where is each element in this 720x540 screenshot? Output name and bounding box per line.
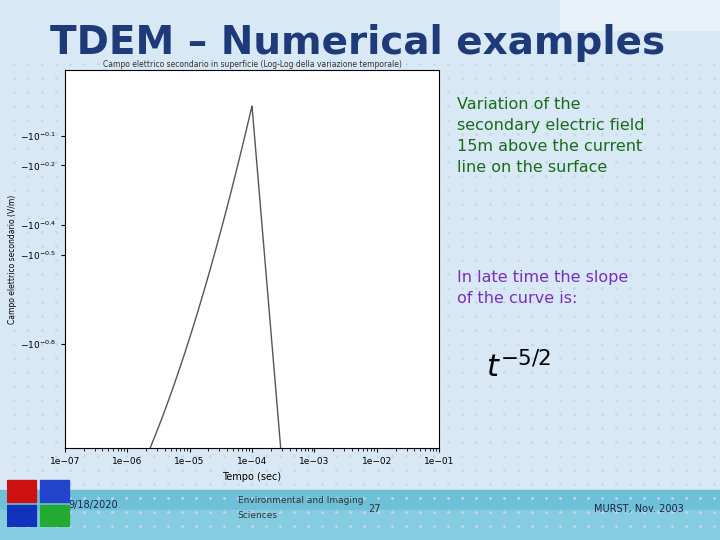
Y-axis label: Campo elettrico secondario (V/m): Campo elettrico secondario (V/m): [8, 194, 17, 324]
Text: 9/18/2020: 9/18/2020: [68, 500, 118, 510]
Bar: [7, 504, 36, 526]
Text: TDEM – Numerical examples: TDEM – Numerical examples: [50, 24, 665, 62]
Text: Sciences: Sciences: [238, 511, 278, 520]
Text: Variation of the
secondary electric field
15m above the current
line on the surf: Variation of the secondary electric fiel…: [457, 97, 644, 175]
Text: CR: CR: [14, 486, 29, 496]
Bar: [40, 504, 68, 526]
Text: MURST, Nov. 2003: MURST, Nov. 2003: [594, 504, 684, 514]
Bar: [0, 510, 720, 540]
Text: Environmental and Imaging: Environmental and Imaging: [238, 496, 363, 505]
Title: Campo elettrico secondario in superficie (Log-Log della variazione temporale): Campo elettrico secondario in superficie…: [102, 60, 402, 70]
Text: In late time the slope
of the curve is:: In late time the slope of the curve is:: [457, 270, 629, 306]
Bar: [7, 481, 36, 502]
Bar: [40, 481, 68, 502]
Text: 27: 27: [368, 504, 381, 514]
Bar: [560, 0, 720, 30]
Text: $t^{-5/2}$: $t^{-5/2}$: [486, 351, 551, 383]
X-axis label: Tempo (sec): Tempo (sec): [222, 472, 282, 482]
Bar: [0, 490, 720, 540]
Text: S4: S4: [48, 510, 61, 521]
